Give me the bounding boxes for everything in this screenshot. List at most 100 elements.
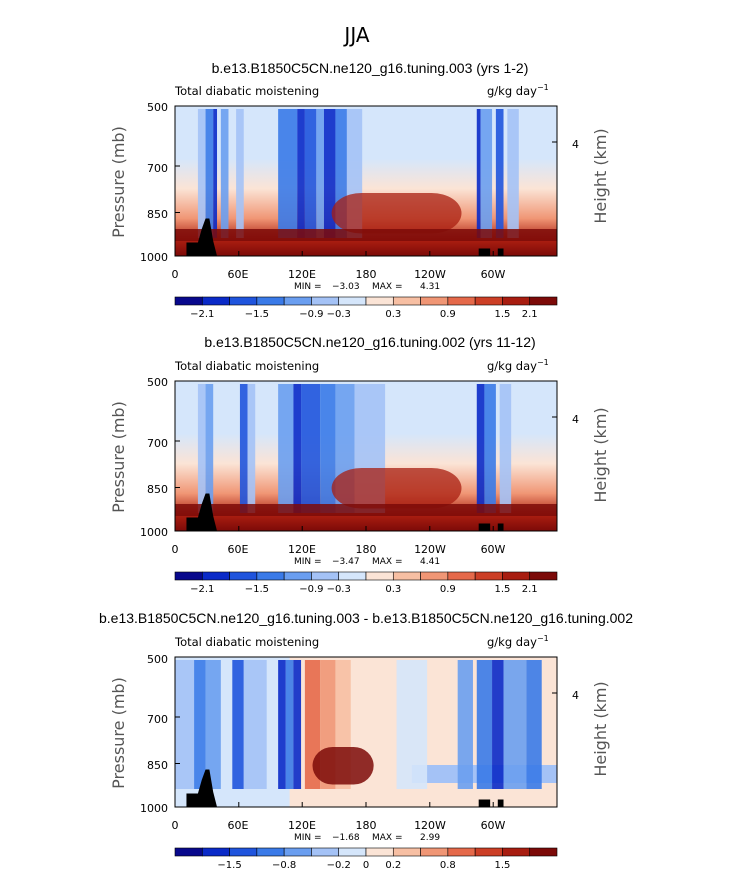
max-label: MAX = bbox=[372, 833, 403, 843]
field-band bbox=[323, 109, 336, 238]
heatmap-plot bbox=[174, 656, 558, 808]
terrain-mask bbox=[186, 769, 218, 807]
terrain-mask bbox=[478, 523, 491, 531]
colorbar-tick-label: 1.5 bbox=[494, 860, 510, 871]
field-band bbox=[236, 109, 244, 238]
field-band bbox=[232, 660, 244, 789]
x-tick-label: 60E bbox=[228, 819, 249, 832]
x-tick-label: 60W bbox=[481, 268, 506, 281]
colorbar-tick-label: −0.9 bbox=[299, 309, 323, 320]
units-text: g/kg day bbox=[487, 635, 537, 649]
colorbar-tick-label: 2.1 bbox=[522, 584, 538, 595]
x-tick-label: 180 bbox=[356, 819, 377, 832]
colorbar-swatch bbox=[311, 296, 340, 306]
colorbar-swatch bbox=[338, 296, 367, 306]
field-blob bbox=[312, 747, 374, 785]
field-blob bbox=[331, 468, 462, 509]
colorbar-swatch bbox=[529, 571, 558, 581]
field-band bbox=[499, 384, 512, 513]
field-band bbox=[220, 109, 229, 238]
field-band bbox=[495, 109, 504, 238]
colorbar-swatch bbox=[229, 847, 258, 857]
heatmap-plot bbox=[174, 380, 558, 532]
colorbar: −2.1 −1.5 −0.9 −0.3 0.3 0.9 1.5 2.1 bbox=[174, 571, 558, 595]
colorbar-tick-label: −1.5 bbox=[217, 860, 241, 871]
panel-3: b.e13.B1850C5CN.ne120_g16.tuning.003 - b… bbox=[99, 610, 633, 871]
colorbar-tick-label: 0.9 bbox=[440, 309, 456, 320]
field-band bbox=[175, 504, 557, 516]
colorbar-swatch bbox=[201, 847, 230, 857]
field-band bbox=[243, 660, 267, 789]
x-tick-label: 120W bbox=[414, 268, 446, 281]
colorbar-swatch bbox=[174, 296, 203, 306]
y-axis-label: Pressure (mb) bbox=[109, 401, 128, 513]
y-tick-label: 1000 bbox=[140, 802, 168, 815]
x-tick-label: 120W bbox=[414, 543, 446, 556]
colorbar-swatch bbox=[174, 571, 203, 581]
field-band bbox=[285, 660, 294, 789]
variable-label: Total diabatic moistening bbox=[174, 84, 319, 98]
x-tick-label: 180 bbox=[356, 543, 377, 556]
field-band bbox=[297, 109, 305, 238]
y-tick-label: 1000 bbox=[140, 526, 168, 539]
field-band bbox=[205, 109, 214, 238]
colorbar-tick-label: −0.2 bbox=[327, 860, 351, 871]
colorbar-swatch bbox=[365, 847, 394, 857]
field-band bbox=[503, 660, 527, 789]
colorbar-tick-label: −0.3 bbox=[327, 584, 351, 595]
x-tick-label: 60E bbox=[228, 543, 249, 556]
y-tick-label: 500 bbox=[147, 376, 168, 389]
units-label: g/kg day−1 bbox=[487, 634, 549, 649]
y-tick-label: 500 bbox=[147, 101, 168, 114]
x-tick-label: 0 bbox=[172, 543, 179, 556]
field-band bbox=[293, 660, 302, 789]
colorbar-swatch bbox=[529, 296, 558, 306]
right-axis-label: Height (km) bbox=[591, 128, 610, 223]
max-value: 4.41 bbox=[420, 557, 440, 567]
y-tick-label: 850 bbox=[147, 759, 168, 772]
field-band bbox=[175, 229, 557, 241]
right-axis-label: Height (km) bbox=[591, 681, 610, 776]
colorbar-tick-label: −1.5 bbox=[245, 584, 269, 595]
colorbar-swatch bbox=[420, 296, 449, 306]
colorbar-swatch bbox=[201, 296, 230, 306]
terrain-mask bbox=[497, 523, 504, 531]
colorbar-tick-label: 2.1 bbox=[522, 309, 538, 320]
colorbar-swatch bbox=[338, 571, 367, 581]
units-exponent: −1 bbox=[537, 83, 549, 92]
x-tick-label: 0 bbox=[172, 819, 179, 832]
colorbar-tick-label: 1.5 bbox=[494, 309, 510, 320]
units-text: g/kg day bbox=[487, 84, 537, 98]
units-label: g/kg day−1 bbox=[487, 358, 549, 373]
field-blob bbox=[331, 193, 462, 234]
colorbar-swatch bbox=[474, 296, 503, 306]
variable-label: Total diabatic moistening bbox=[174, 359, 319, 373]
field-band bbox=[197, 109, 206, 238]
y-tick-label: 850 bbox=[147, 483, 168, 496]
units-exponent: −1 bbox=[537, 358, 549, 367]
colorbar-swatch bbox=[338, 847, 367, 857]
colorbar-swatch bbox=[447, 296, 476, 306]
colorbar-swatch bbox=[229, 296, 258, 306]
colorbar-swatch bbox=[174, 847, 203, 857]
colorbar-tick-label: 1.5 bbox=[494, 584, 510, 595]
x-tick-label: 120E bbox=[288, 543, 316, 556]
terrain-mask bbox=[478, 248, 491, 256]
min-label: MIN = bbox=[294, 557, 322, 567]
x-tick-label: 120E bbox=[288, 268, 316, 281]
colorbar-swatch bbox=[256, 296, 285, 306]
right-tick-label: 4 bbox=[572, 689, 579, 702]
colorbar: −2.1 −1.5 −0.9 −0.3 0.3 0.9 1.5 2.1 bbox=[174, 296, 558, 320]
colorbar-swatch bbox=[420, 847, 449, 857]
panel-2: b.e13.B1850C5CN.ne120_g16.tuning.002 (yr… bbox=[109, 334, 610, 595]
units-label: g/kg day−1 bbox=[487, 83, 549, 98]
field-band bbox=[507, 109, 519, 238]
colorbar-swatch bbox=[447, 571, 476, 581]
units-exponent: −1 bbox=[537, 634, 549, 643]
field-band bbox=[396, 660, 428, 789]
page-title: JJA bbox=[342, 23, 369, 47]
x-tick-label: 60W bbox=[481, 819, 506, 832]
panel-title: b.e13.B1850C5CN.ne120_g16.tuning.003 (yr… bbox=[212, 60, 529, 76]
min-label: MIN = bbox=[294, 282, 322, 292]
